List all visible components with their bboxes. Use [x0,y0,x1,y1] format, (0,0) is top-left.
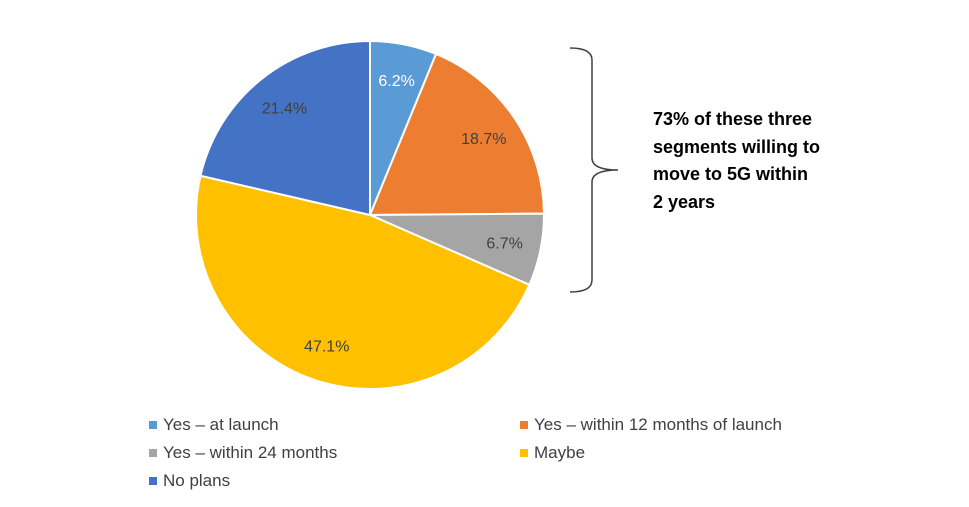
data-label: 47.1% [304,338,349,355]
legend-item: Yes – within 12 months of launch [520,415,782,435]
pie-slice [195,174,531,390]
legend-item: Maybe [520,443,585,463]
legend-swatch [149,477,157,485]
pie-slice [368,52,546,217]
legend-label: Maybe [534,443,586,462]
data-label: 6.7% [486,236,522,253]
data-label: 21.4% [262,100,307,117]
legend-swatch [149,421,157,429]
curly-brace [569,47,619,293]
pie-slice [199,39,371,217]
legend-item: Yes – within 24 months [149,443,337,463]
legend-label: No plans [163,471,231,490]
data-label: 6.2% [378,73,414,90]
legend-label: Yes – at launch [163,415,279,434]
annotation-text: 73% of these three segments willing to m… [653,109,821,212]
legend-label: Yes – within 12 months of launch [534,415,782,434]
legend-swatch [520,449,528,457]
legend-swatch [520,421,528,429]
legend-swatch [149,449,157,457]
legend-item: No plans [149,471,230,491]
legend-label: Yes – within 24 months [163,443,338,462]
legend-item: Yes – at launch [149,415,279,435]
data-label: 18.7% [461,131,506,148]
